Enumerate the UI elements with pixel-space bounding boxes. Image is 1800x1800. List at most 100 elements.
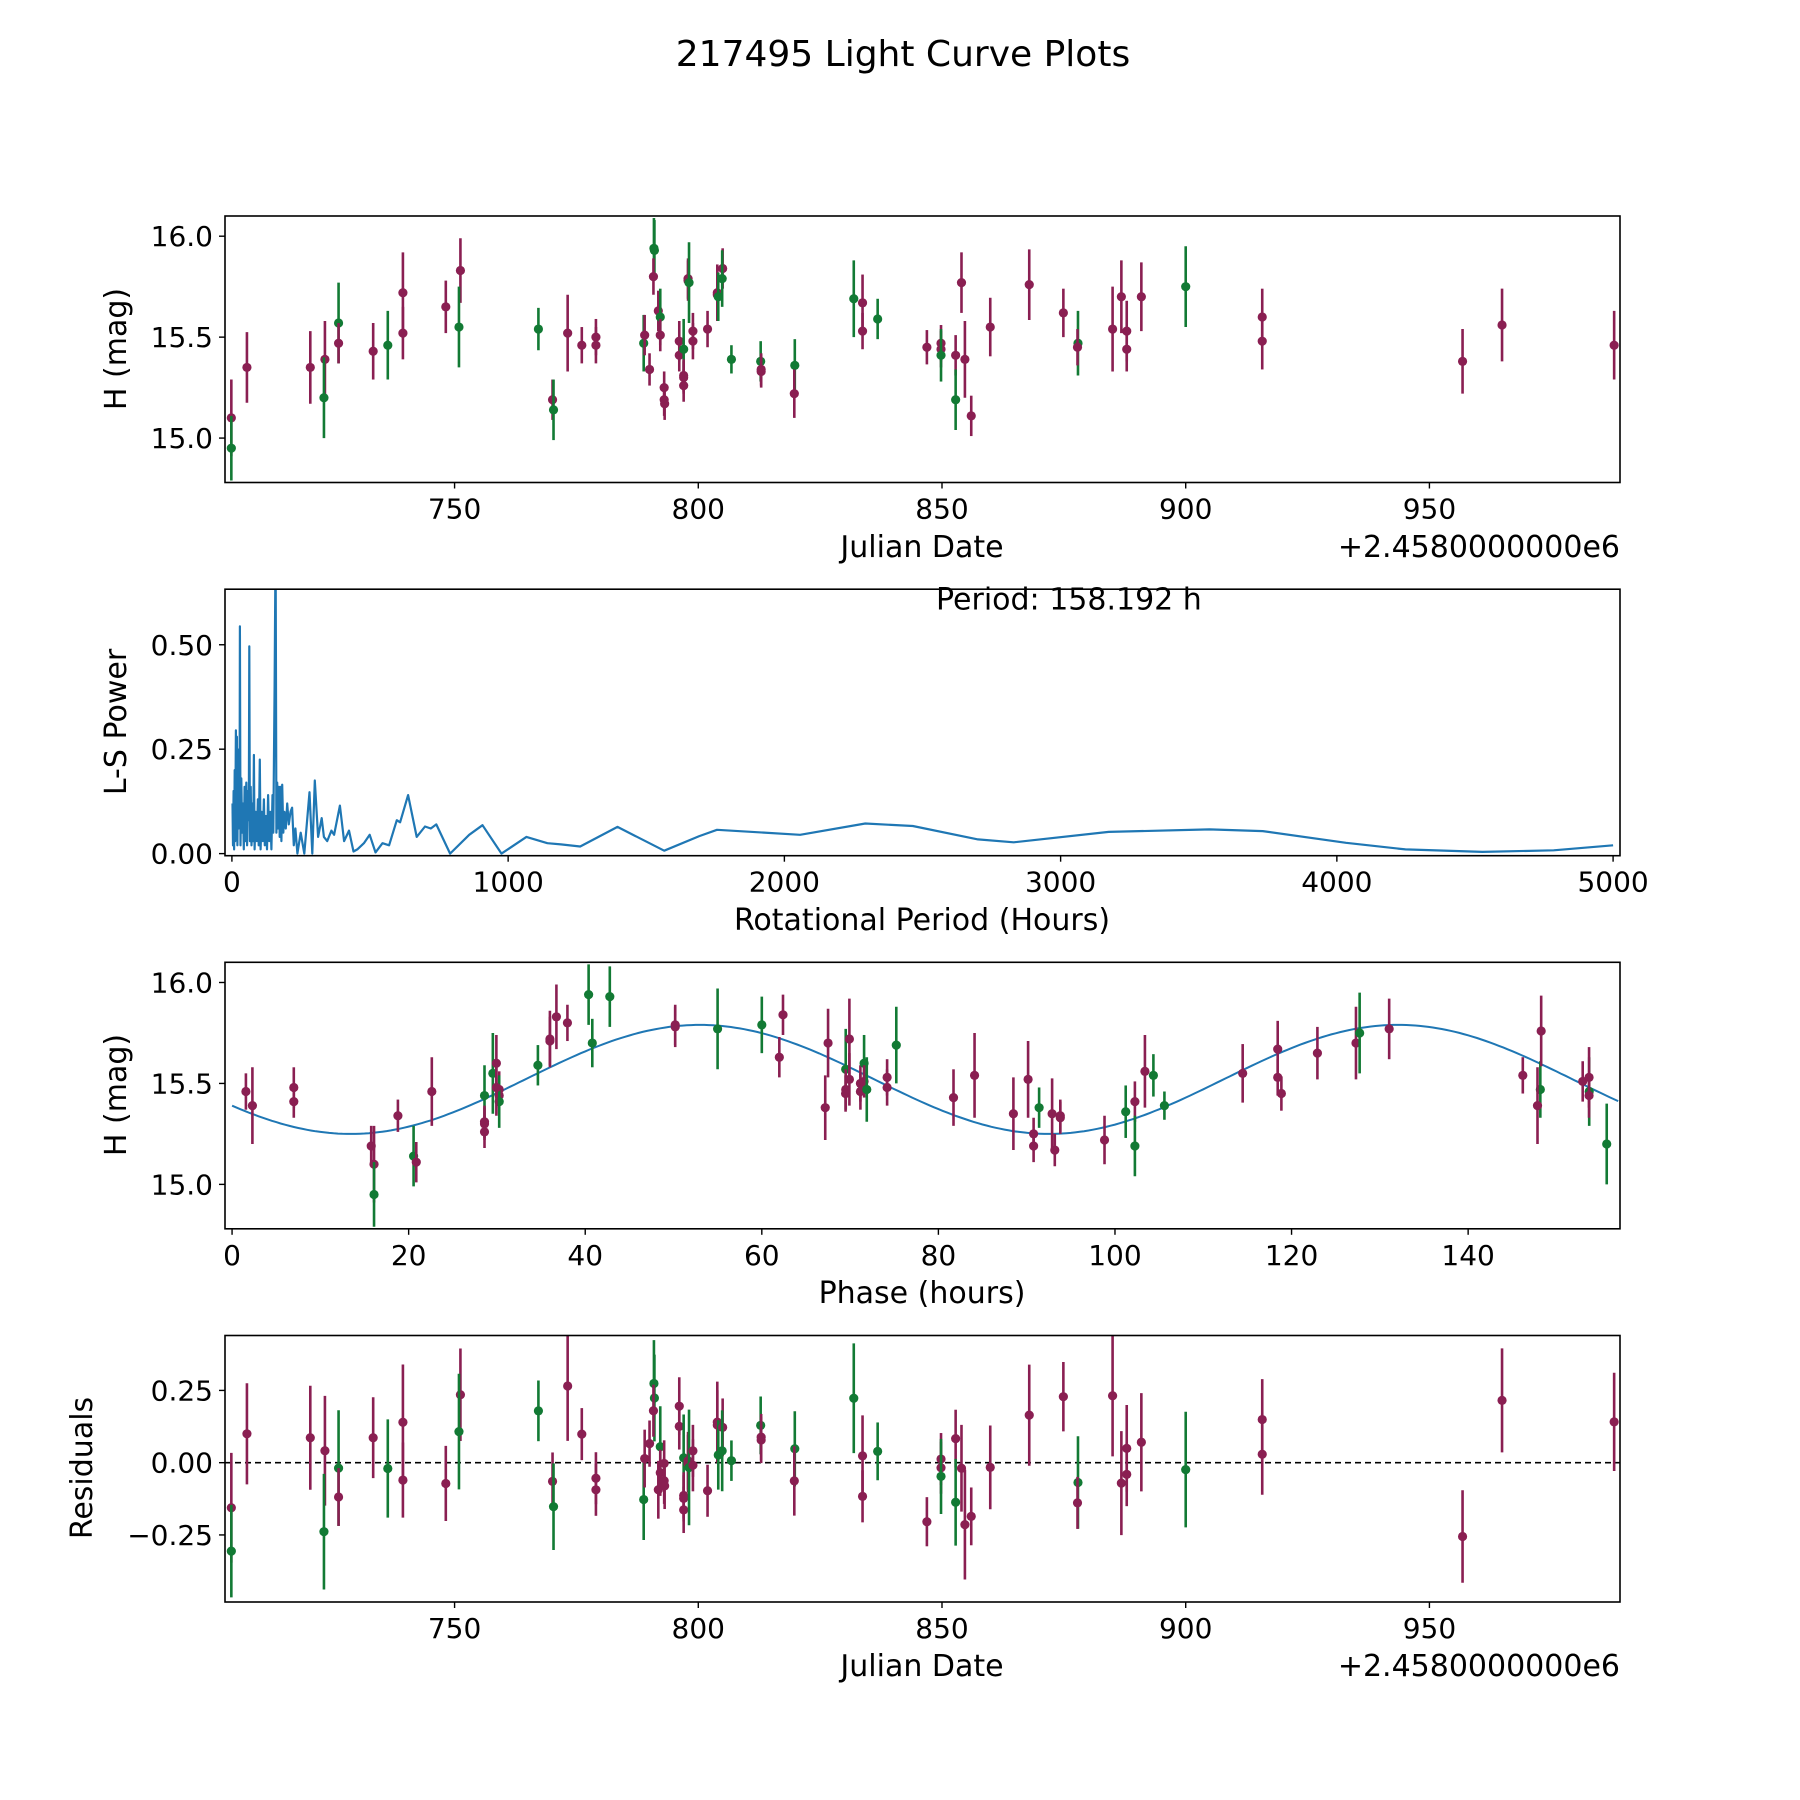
data-point xyxy=(873,1446,883,1456)
figure-title: 217495 Light Curve Plots xyxy=(676,34,1130,75)
data-point xyxy=(1351,1038,1361,1048)
data-point xyxy=(648,271,659,282)
data-point xyxy=(1159,1101,1170,1111)
data-point xyxy=(1058,1392,1068,1402)
data-point xyxy=(936,1471,946,1481)
x-tick-label: 2000 xyxy=(749,866,820,899)
data-point xyxy=(562,1018,573,1028)
x-tick-label: 800 xyxy=(672,493,725,526)
data-point xyxy=(1024,1410,1034,1420)
data-point xyxy=(649,245,660,255)
y-tick-label: −0.25 xyxy=(127,1519,213,1552)
y-axis-label: Residuals xyxy=(65,1397,100,1539)
data-point xyxy=(655,330,665,340)
y-tick-label: 0.25 xyxy=(151,1374,213,1407)
data-point xyxy=(1602,1139,1612,1149)
panel-periodogram: Rotational Period (Hours) L-S Power Peri… xyxy=(99,582,1649,938)
data-point xyxy=(591,1485,601,1495)
model-curve xyxy=(231,1023,1619,1135)
data-point xyxy=(960,354,970,364)
axes-frame xyxy=(224,961,1621,1230)
y-tick-label: 0.00 xyxy=(151,1447,213,1480)
data-point xyxy=(1130,1097,1140,1107)
data-point xyxy=(823,1038,833,1048)
y-tick-label: 15.0 xyxy=(151,422,213,455)
y-tick-label: 16.0 xyxy=(151,220,213,253)
data-point xyxy=(1457,356,1468,366)
x-tick-label: 750 xyxy=(428,493,481,526)
data-point xyxy=(393,1111,403,1121)
offset-text: +2.4580000000e6 xyxy=(1338,1649,1620,1684)
data-point xyxy=(333,338,344,348)
y-axis-label: L-S Power xyxy=(99,648,134,795)
data-point xyxy=(333,1492,344,1502)
data-point xyxy=(844,1034,854,1044)
data-point xyxy=(491,1082,501,1093)
data-point xyxy=(1273,1072,1283,1082)
data-point xyxy=(1609,340,1619,350)
data-point xyxy=(922,1517,932,1527)
data-point xyxy=(857,326,868,336)
data-point xyxy=(936,350,946,360)
data-point xyxy=(679,344,689,354)
x-tick-label: 20 xyxy=(391,1239,427,1272)
data-point xyxy=(551,1012,562,1022)
data-point xyxy=(1121,1107,1131,1117)
data-point xyxy=(757,1020,767,1030)
data-point xyxy=(1055,1113,1065,1123)
data-point xyxy=(577,340,587,350)
data-point xyxy=(1024,280,1034,290)
data-point xyxy=(398,1475,408,1485)
data-point xyxy=(1029,1141,1039,1151)
data-point xyxy=(319,393,329,403)
data-point xyxy=(966,1511,976,1521)
period-annotation: Period: 158.192 h xyxy=(936,582,1202,617)
data-point xyxy=(369,1189,379,1200)
data-point xyxy=(960,1519,970,1530)
data-point xyxy=(679,380,689,391)
data-point xyxy=(383,1463,393,1474)
data-point xyxy=(1623,1055,1632,1064)
data-point xyxy=(922,342,932,352)
data-point xyxy=(644,1439,655,1449)
x-axis-label: Julian Date xyxy=(838,530,1003,565)
plot-area xyxy=(231,589,1614,855)
data-point xyxy=(849,294,859,304)
data-point xyxy=(985,322,995,332)
data-point xyxy=(1122,344,1132,354)
data-point xyxy=(411,1157,421,1167)
data-point xyxy=(1107,324,1118,334)
data-point xyxy=(548,405,559,415)
data-point xyxy=(713,292,723,302)
data-point xyxy=(1148,1070,1158,1080)
data-point xyxy=(756,1435,766,1445)
data-point xyxy=(840,1088,851,1099)
data-point xyxy=(1518,1070,1528,1080)
axes-frame xyxy=(224,588,1621,857)
x-tick-label: 850 xyxy=(915,1612,968,1645)
panel-light-curve: Julian Date +2.4580000000e6 H (mag) 750 8… xyxy=(99,215,1621,565)
data-point xyxy=(1312,1048,1323,1058)
y-tick-label: 0.50 xyxy=(151,629,213,662)
x-axis-label: Rotational Period (Hours) xyxy=(734,903,1110,938)
data-point xyxy=(533,1060,543,1070)
data-point xyxy=(873,314,883,324)
data-point xyxy=(1099,1135,1110,1145)
data-point xyxy=(655,312,665,322)
data-point xyxy=(241,1086,251,1097)
data-point xyxy=(679,1505,689,1515)
data-point xyxy=(247,1101,258,1111)
data-point xyxy=(778,1010,788,1020)
x-tick-label: 0 xyxy=(223,866,241,899)
offset-text: +2.4580000000e6 xyxy=(1338,530,1620,565)
data-point xyxy=(857,298,868,308)
x-tick-label: 950 xyxy=(1403,1612,1456,1645)
data-point xyxy=(1536,1026,1546,1036)
data-point xyxy=(951,1434,961,1444)
data-point xyxy=(844,1074,854,1084)
data-point xyxy=(857,1451,868,1461)
data-point xyxy=(1497,1395,1507,1406)
data-point xyxy=(655,1442,665,1452)
data-point xyxy=(956,278,967,288)
